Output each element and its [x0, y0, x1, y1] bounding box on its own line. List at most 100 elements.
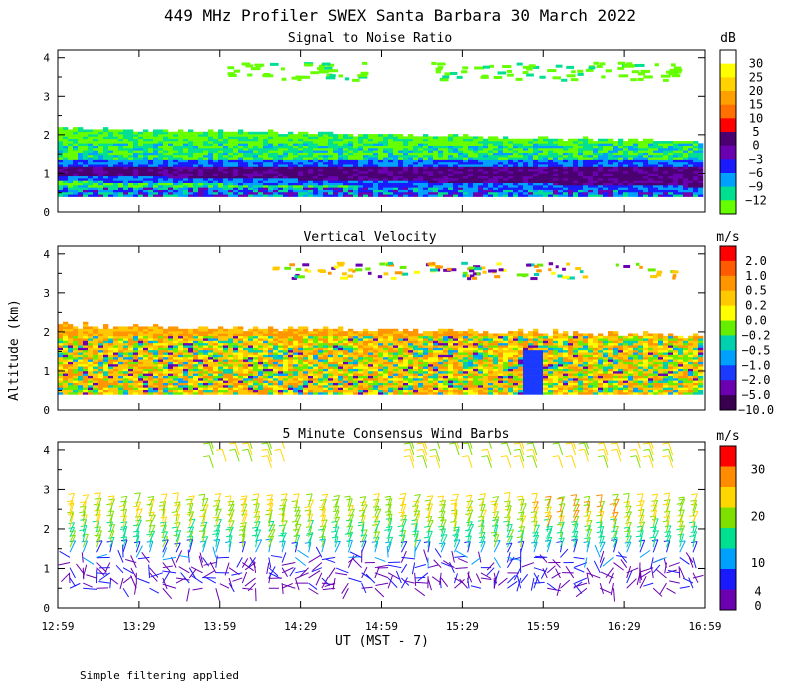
heat-cell	[458, 164, 464, 167]
heat-cell	[298, 136, 304, 140]
heat-cell	[118, 180, 124, 183]
heat-cell	[98, 335, 104, 339]
heat-cell	[578, 159, 584, 163]
heat-cell	[663, 187, 669, 190]
heat-cell	[568, 182, 574, 186]
heat-cell	[373, 187, 379, 190]
heat-cell	[518, 178, 524, 181]
heat-cell	[658, 164, 664, 167]
heat-cell	[453, 189, 459, 193]
heat-cell	[103, 375, 109, 379]
heat-cell	[258, 382, 264, 386]
heat-cell	[303, 173, 309, 177]
heat-cell	[103, 154, 109, 158]
heat-cell	[538, 143, 544, 146]
heat-cell	[463, 171, 469, 174]
heat-cell	[193, 182, 199, 186]
heat-cell	[448, 194, 454, 197]
heat-cell	[88, 359, 94, 362]
heat-cell	[143, 175, 149, 179]
heat-cell	[118, 342, 124, 346]
heat-cell	[68, 166, 74, 170]
heat-cell	[138, 380, 144, 383]
heat-cell	[523, 141, 529, 144]
heat-cell	[568, 147, 574, 151]
heat-cell	[238, 182, 244, 186]
heat-cell	[248, 347, 254, 351]
heat-cell	[663, 175, 669, 179]
heat-cell	[418, 189, 424, 193]
heat-cell	[68, 147, 74, 151]
heat-cell	[603, 154, 609, 158]
heat-cell	[503, 159, 509, 163]
heat-cell	[478, 152, 484, 156]
heat-cell	[648, 159, 654, 163]
heat-cell	[168, 328, 174, 332]
heat-cell	[683, 161, 689, 165]
heat-cell	[153, 194, 159, 197]
heat-cell	[603, 145, 609, 149]
heat-cell	[403, 141, 409, 144]
heat-cell	[108, 136, 114, 140]
heat-cell	[568, 171, 574, 174]
heat-cell	[168, 387, 174, 390]
heat-cell	[593, 159, 599, 163]
heat-cell	[118, 389, 124, 393]
heat-cell	[278, 178, 284, 181]
heat-cell	[153, 385, 159, 388]
heat-cell	[683, 168, 689, 172]
heat-cell	[228, 168, 234, 172]
heat-cell	[328, 150, 334, 153]
heat-cell	[553, 141, 559, 144]
heat-cell	[103, 136, 109, 140]
heat-cell	[608, 154, 614, 158]
heat-cell	[168, 331, 174, 334]
heat-cell	[183, 194, 189, 197]
heat-cell	[73, 331, 79, 334]
heat-cell	[583, 194, 589, 197]
heat-cell	[693, 164, 699, 167]
heat-cell	[143, 134, 149, 137]
heat-cell	[573, 141, 579, 144]
heat-cell	[438, 173, 444, 177]
heat-cell	[238, 352, 244, 355]
heat-cell	[538, 145, 544, 149]
heat-cell	[88, 143, 94, 146]
heat-cell	[268, 354, 274, 358]
heat-cell	[578, 152, 584, 156]
heat-cell	[173, 331, 179, 334]
heat-cell	[463, 194, 469, 197]
heat-cell	[68, 380, 74, 383]
heat-cell	[128, 178, 134, 181]
heat-cell	[223, 159, 229, 163]
heat-cell	[268, 361, 274, 365]
heat-cell	[178, 189, 184, 193]
heat-cell	[63, 157, 69, 160]
heat-cell	[293, 154, 299, 158]
heat-cell	[258, 345, 264, 348]
heat-cell	[533, 187, 539, 190]
heat-cell	[503, 168, 509, 172]
heat-cell	[498, 180, 504, 183]
heat-cell	[522, 65, 532, 69]
heat-cell	[183, 150, 189, 153]
heat-cell	[478, 164, 484, 167]
heat-cell	[98, 345, 104, 348]
heat-cell	[153, 166, 159, 170]
heat-cell	[198, 349, 204, 353]
heat-cell	[218, 159, 224, 163]
heat-cell	[198, 168, 204, 172]
heat-cell	[278, 150, 284, 153]
heat-cell	[73, 340, 79, 344]
heat-cell	[273, 375, 279, 379]
heat-cell	[128, 166, 134, 170]
heat-cell	[283, 366, 289, 369]
heat-cell	[223, 189, 229, 193]
heat-cell	[108, 335, 114, 339]
heat-cell	[158, 173, 164, 177]
heat-cell	[283, 194, 289, 197]
heat-cell	[188, 335, 194, 339]
heat-cell	[363, 180, 369, 183]
heat-cell	[183, 161, 189, 165]
heat-cell	[68, 189, 74, 193]
